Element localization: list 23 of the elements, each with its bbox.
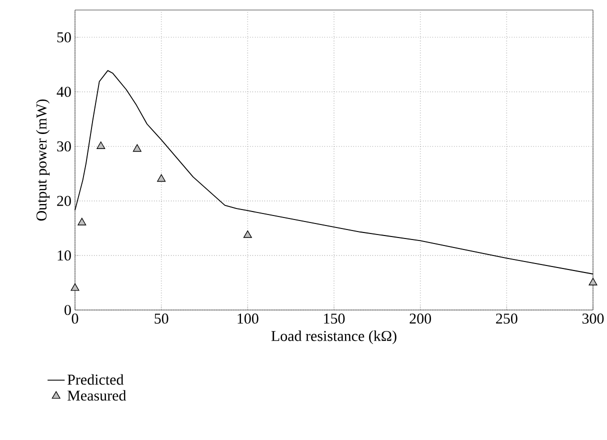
y-tick-label: 40 <box>56 86 71 97</box>
point <box>96 142 106 149</box>
y-tick-label: 0 <box>64 304 71 316</box>
legend-label: Measured <box>68 390 126 401</box>
x-tick-label: 50 <box>154 314 168 324</box>
point <box>243 230 252 238</box>
point <box>132 144 142 152</box>
x-tick-label: 250 <box>496 314 518 324</box>
x-axis-title: Load resistance (kΩ) <box>271 330 396 344</box>
point <box>70 283 80 291</box>
point <box>157 174 166 182</box>
point <box>78 218 86 226</box>
x-tick-label: 150 <box>324 314 345 324</box>
y-tick-label: 30 <box>57 141 71 152</box>
y-tick-label: 50 <box>57 32 71 42</box>
y-tick-label: 10 <box>58 250 71 261</box>
x-tick-label: 200 <box>410 314 432 324</box>
legend-label: Predicted <box>68 374 124 385</box>
x-tick-label: 100 <box>238 314 258 324</box>
y-axis-title: Output power (mW) <box>36 99 50 221</box>
x-tick-label: 0 <box>72 314 78 324</box>
x-tick-label: 300 <box>582 314 604 324</box>
y-tick-label: 20 <box>57 196 71 206</box>
